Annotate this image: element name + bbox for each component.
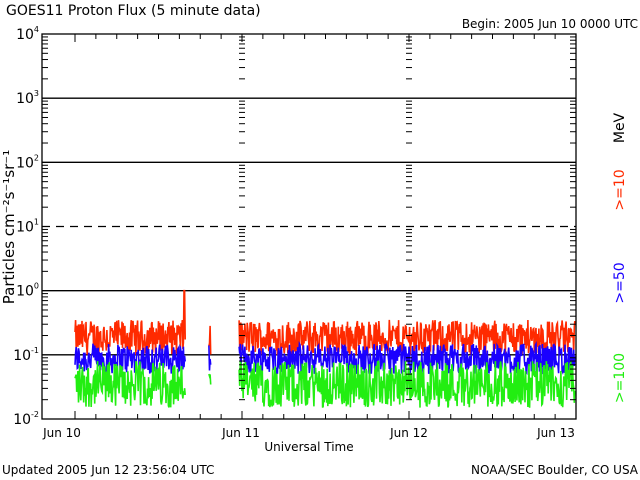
legend-ge50: >=50	[612, 262, 628, 303]
x-tick-label: Jun 12	[389, 426, 428, 440]
y-tick-exponent: 4	[34, 25, 39, 34]
y-tick-label: 10-1	[13, 346, 39, 364]
y-tick-base: 10	[13, 348, 31, 364]
x-axis-label: Universal Time	[264, 440, 353, 454]
axes	[41, 33, 577, 420]
chart-title: GOES11 Proton Flux (5 minute data)	[6, 3, 261, 19]
grid-lines	[42, 97, 576, 356]
y-tick-label: 101	[16, 218, 39, 236]
y-tick-base: 10	[16, 284, 34, 300]
legend: MeV >=10 >=50 >=100	[612, 112, 628, 403]
series-layer	[74, 289, 576, 408]
y-tick-base: 10	[13, 412, 31, 428]
y-tick-exponent: 3	[34, 89, 39, 98]
x-tick-label: Jun 13	[536, 426, 575, 440]
series-line-ge50	[74, 340, 576, 376]
y-tick-label: 103	[16, 89, 39, 107]
x-tick-label: Jun 11	[221, 426, 260, 440]
y-tick-base: 10	[16, 27, 34, 43]
y-axis-label: Particles cm⁻²s⁻¹sr⁻¹	[0, 150, 18, 304]
footer-source: NOAA/SEC Boulder, CO USA	[471, 463, 639, 477]
series-line-ge10	[74, 289, 576, 358]
y-tick-exponent: -1	[31, 346, 39, 355]
plot-frame	[41, 33, 577, 420]
x-tick-label: Jun 10	[42, 426, 81, 440]
y-tick-exponent: -2	[31, 410, 39, 419]
y-tick-label: 104	[16, 25, 39, 43]
footer-updated: Updated 2005 Jun 12 23:56:04 UTC	[2, 463, 214, 477]
chart-subtitle: Begin: 2005 Jun 10 0000 UTC	[462, 17, 638, 31]
legend-ge100: >=100	[612, 353, 628, 403]
y-tick-label: 102	[16, 153, 39, 171]
legend-ge50-group: >=50	[612, 262, 628, 303]
y-tick-base: 10	[16, 155, 34, 171]
legend-unit-group: MeV	[612, 112, 628, 143]
y-tick-base: 10	[16, 91, 34, 107]
x-tick-labels: Jun 10 Jun 11 Jun 12 Jun 13	[42, 426, 575, 440]
legend-ge100-group: >=100	[612, 353, 628, 403]
y-tick-label: 10-2	[13, 410, 39, 428]
y-axis-label-group: Particles cm⁻²s⁻¹sr⁻¹	[0, 150, 18, 304]
legend-ge10-group: >=10	[612, 169, 628, 210]
y-tick-exponent: 0	[34, 282, 39, 291]
y-tick-label: 100	[16, 282, 39, 300]
y-tick-exponent: 2	[34, 153, 39, 162]
legend-ge10: >=10	[612, 169, 628, 210]
y-tick-exponent: 1	[34, 218, 39, 227]
y-tick-base: 10	[16, 220, 34, 236]
legend-unit: MeV	[612, 112, 628, 143]
